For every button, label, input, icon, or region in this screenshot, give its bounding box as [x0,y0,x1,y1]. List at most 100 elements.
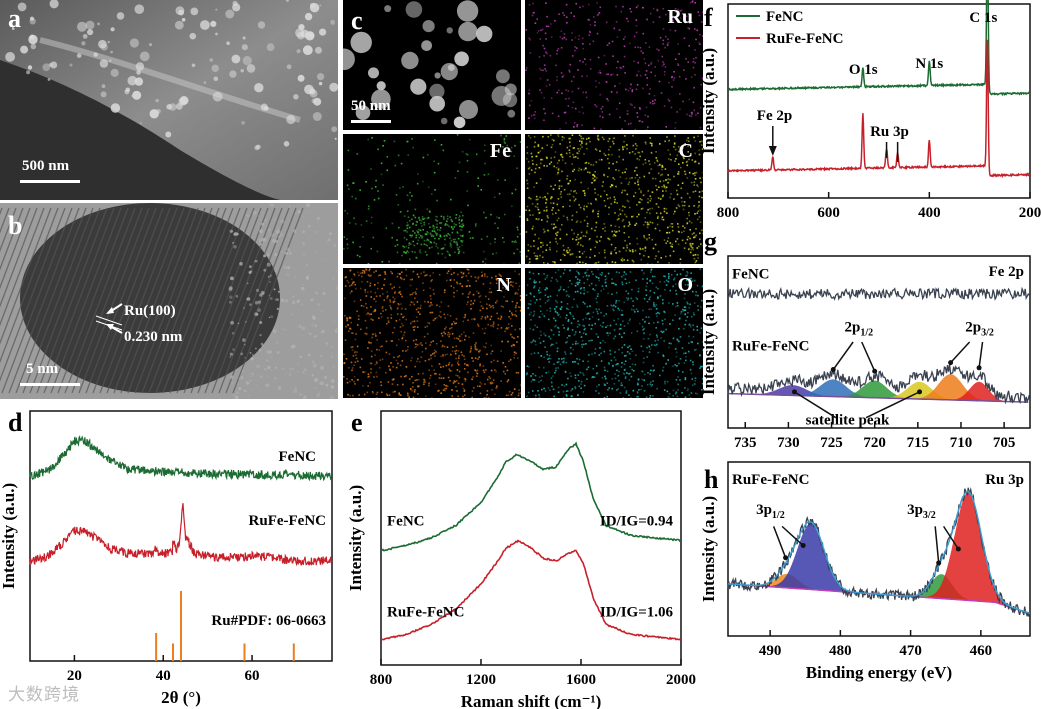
legend-label: FeNC [387,513,425,529]
annotation-arrowhead [872,368,878,374]
eds-element-label: Ru [667,6,693,28]
fit-peak [914,492,1022,611]
eds-element-label: C [678,140,693,162]
legend-label: RuFe-FeNC [732,339,809,355]
plot-frame [380,410,682,666]
fit-peak [902,374,999,402]
panel-label-d: d [8,408,23,437]
y-axis-label: Intensity (a.u.) [700,289,718,395]
x-tick-label: 800 [717,205,740,221]
chart-xps-survey: 800 600 400 200 Intensity (a.u.) f FeNC RuFe-Fe… [700,0,1041,221]
eds-scale-bar [351,120,391,123]
ratio-label: ID/IG=1.06 [600,605,674,621]
tem-spacing-label: 0.230 nm [124,329,183,345]
chart-raman: 800 1200 1600 2000 Raman shift (cm⁻¹) Intensi… [346,408,696,709]
annotation-arrowhead [936,560,942,566]
eds-scale-label: 50 nm [351,98,391,114]
eds-map-tile: Ru [525,0,703,130]
annotation-arrowhead [917,389,923,395]
x-axis-label: 2θ (°) [161,688,201,707]
ratio-label: ID/IG=0.94 [600,513,674,529]
x-tick-label: 800 [370,672,393,688]
annotation-arrowhead [783,555,789,561]
annotation-arrowhead [791,389,797,395]
x-tick-label: 2000 [666,672,696,688]
annotation-arrowhead [800,543,806,549]
panel-label-e: e [351,408,363,437]
chart-title: Fe 2p [989,264,1024,280]
panel-label-h: h [704,465,719,494]
x-tick-label: 725 [820,435,843,451]
series-line [727,0,1031,97]
peak-label: O 1s [849,62,878,78]
x-tick-label: 720 [863,435,886,451]
x-tick-label: 710 [950,435,973,451]
eds-map-tile: N [343,268,521,398]
panel-label-g: g [704,228,717,256]
background-line [728,392,1029,403]
peak-label: 3p1/2 [756,502,785,521]
chart-title: Ru 3p [985,472,1024,488]
x-tick-label: 40 [156,668,171,684]
element-map [525,134,703,264]
x-axis-label: Raman shift (cm⁻¹) [461,692,602,709]
peak-label: 3p3/2 [907,502,936,521]
series-line [380,441,682,552]
eds-element-label: O [677,274,693,296]
x-tick-label: 480 [829,643,852,659]
legend-label: RuFe-FeNC [249,513,326,529]
y-axis-label: Intensity (a.u.) [0,483,18,589]
annotation-arrow [772,526,787,558]
legend-label: FeNC [732,266,770,282]
annotation-arrow [942,525,959,550]
plot-frame [727,255,1031,429]
element-map [343,134,521,264]
series-line [29,435,333,482]
series-line [380,539,682,641]
x-tick-label: 460 [970,643,993,659]
tem-scale-bar [20,383,80,386]
annotation-arrow [861,341,876,372]
tem-scale-label: 5 nm [26,361,59,377]
tem-arrows [95,303,123,334]
y-axis-label: Intensity (a.u.) [346,485,365,591]
annotation-arrow [934,526,940,563]
element-map [343,268,521,398]
annotation-arrow [781,525,804,547]
x-tick-label: 400 [918,205,941,221]
panel-label-b: b [8,211,23,240]
x-tick-label: 490 [759,643,782,659]
x-tick-label: 1200 [466,672,496,688]
watermark-text: 大数跨境 [8,685,80,705]
sem-scale-bar [20,180,80,183]
fit-peak [757,523,865,594]
reference-label: Ru#PDF: 06-0663 [211,613,326,629]
eds-mapping-grid: c 50 nm Ru Fe C N O [343,0,715,399]
eds-map-tile: Fe [343,134,521,264]
x-tick-label: 705 [993,435,1016,451]
legend-label: RuFe-FeNC [766,31,843,47]
panel-label-f: f [704,3,713,32]
legend-label: RuFe-FeNC [387,605,464,621]
chart-xps-fe2p: 735 730 725 720 715 710 705 Intensity (a.u.) g Fe… [700,228,1031,451]
eds-map-tile: C [525,134,703,264]
fit-peak [941,381,1018,402]
annotation-arrow [832,341,854,370]
x-tick-label: 20 [67,668,82,684]
x-tick-label: 470 [899,643,922,659]
annotation-arrow [865,391,920,419]
peak-label: Fe 2p [757,108,792,124]
eds-element-label: Fe [489,140,511,162]
legend-label: FeNC [279,449,317,465]
x-axis-label: Binding energy (eV) [806,663,952,682]
peak-arrowhead [768,146,777,156]
panel-label-c: c [351,6,363,35]
annotation-arrowhead [976,365,982,371]
x-tick-label: 1600 [566,672,596,688]
tem-image-panel: b Ru(100) 0.230 nm 5 nm [0,203,338,399]
peak-label: C 1s [969,10,997,26]
x-tick-label: 200 [1019,205,1041,221]
annotation-arrow [978,341,984,368]
sem-scale-label: 500 nm [22,158,70,174]
sem-image [0,0,338,200]
